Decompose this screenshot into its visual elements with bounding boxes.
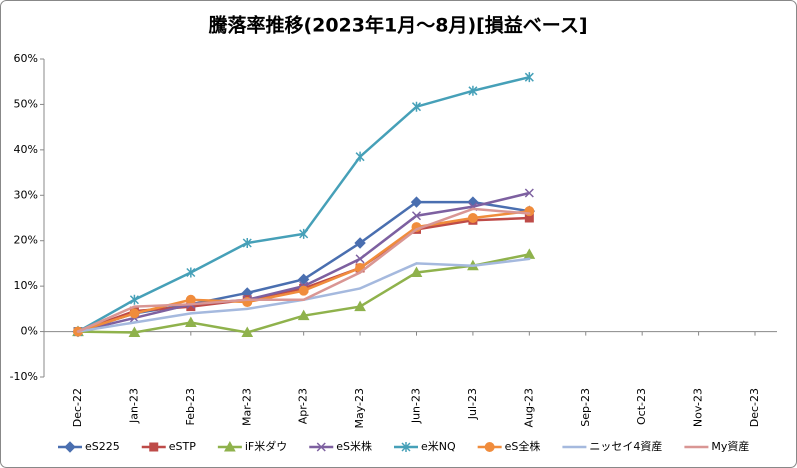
data-point xyxy=(246,298,249,301)
data-point xyxy=(355,254,365,264)
data-point xyxy=(411,101,422,112)
data-point xyxy=(302,298,305,301)
data-point xyxy=(524,72,534,83)
data-point xyxy=(415,228,418,231)
y-tick-label: 60% xyxy=(14,52,38,65)
data-point xyxy=(354,237,366,249)
y-tick-label: 30% xyxy=(14,188,38,201)
data-point xyxy=(471,264,475,267)
y-tick-label: 10% xyxy=(14,279,38,292)
data-point xyxy=(76,330,80,333)
data-point xyxy=(415,262,418,265)
legend-label: My資産 xyxy=(711,440,749,453)
legend-label: eS米株 xyxy=(336,439,372,453)
legend-marker xyxy=(484,442,495,452)
y-tick-label: 40% xyxy=(14,143,38,156)
data-point xyxy=(129,308,140,319)
y-tick-label: 0% xyxy=(21,325,38,338)
y-tick-label: -10% xyxy=(10,370,38,383)
data-point xyxy=(189,312,193,315)
data-point xyxy=(129,294,139,305)
data-point xyxy=(354,300,366,312)
data-point xyxy=(133,305,136,308)
data-point xyxy=(186,267,196,278)
legend-label: eS全株 xyxy=(505,439,541,453)
data-point xyxy=(355,151,365,162)
x-tick-label: Nov-23 xyxy=(692,388,705,427)
chart-title: 騰落率推移(2023年1月～8月)[損益ベース] xyxy=(207,14,587,37)
x-tick-label: Oct-23 xyxy=(635,388,648,425)
x-tick-label: Apr-23 xyxy=(297,388,310,424)
legend-marker xyxy=(149,442,159,452)
data-point xyxy=(128,326,141,337)
x-tick-label: Mar-23 xyxy=(240,388,253,426)
data-point xyxy=(242,237,252,248)
data-point xyxy=(358,271,362,274)
x-tick-label: Jun-23 xyxy=(410,388,423,424)
legend-label: eS225 xyxy=(85,440,120,453)
data-point xyxy=(471,207,475,211)
data-point xyxy=(246,307,249,311)
x-tick-label: Dec-23 xyxy=(748,388,761,427)
legend-marker xyxy=(224,440,236,452)
data-point xyxy=(467,213,478,223)
data-point xyxy=(298,285,309,296)
legend-label: iF米ダウ xyxy=(245,439,287,453)
data-point xyxy=(410,266,423,278)
x-tick-label: Jul-23 xyxy=(466,388,479,420)
x-tick-label: Aug-23 xyxy=(522,388,535,427)
data-point xyxy=(133,321,136,324)
data-point xyxy=(528,257,531,261)
x-tick-label: Sep-23 xyxy=(579,388,592,427)
x-tick-label: Jan-23 xyxy=(127,388,140,424)
legend-label: e米NQ xyxy=(421,440,456,453)
data-point xyxy=(358,287,362,290)
data-point xyxy=(184,316,197,327)
y-tick-label: 20% xyxy=(14,234,38,247)
legend-marker xyxy=(64,441,76,453)
data-point xyxy=(468,85,478,96)
legend-label: eSTP xyxy=(169,440,196,453)
data-point xyxy=(410,196,423,208)
x-tick-label: Dec-22 xyxy=(71,388,84,427)
legend-marker xyxy=(401,442,411,452)
data-point xyxy=(299,228,309,239)
data-point xyxy=(241,326,254,337)
data-point xyxy=(524,188,534,198)
legend-marker xyxy=(316,442,326,452)
data-point xyxy=(411,211,422,221)
data-point xyxy=(528,212,531,215)
data-point xyxy=(189,303,193,306)
data-point xyxy=(297,309,310,321)
y-tick-label: 50% xyxy=(14,97,38,110)
x-tick-label: May-23 xyxy=(353,388,366,429)
legend-label: ニッセイ4資産 xyxy=(589,440,662,453)
x-tick-label: Feb-23 xyxy=(184,388,197,425)
